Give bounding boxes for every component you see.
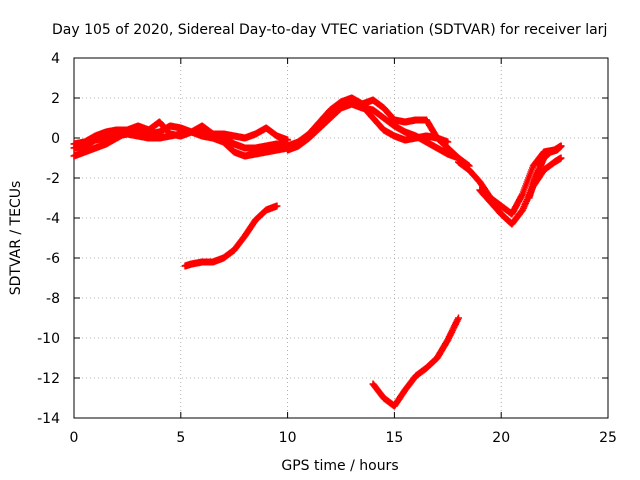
- y-tick-label: -6: [46, 251, 60, 267]
- chart-title: Day 105 of 2020, Sidereal Day-to-day VTE…: [52, 22, 607, 38]
- y-tick-label: 4: [51, 51, 60, 67]
- data-point: [557, 142, 565, 150]
- x-axis-label: GPS time / hours: [281, 458, 398, 474]
- data-point: [454, 314, 462, 322]
- data-point: [557, 154, 565, 162]
- y-tick-label: -2: [46, 171, 60, 187]
- axis-ticks: [73, 57, 609, 419]
- plot-frame: [73, 57, 609, 419]
- x-tick-labels: 0 5 10 15 20 25: [70, 430, 617, 446]
- data-points: [70, 94, 565, 410]
- y-tick-labels: -14 -12 -10 -8 -6 -4 -2 0 2 4: [37, 51, 60, 427]
- y-tick-label: -14: [37, 411, 60, 427]
- data-point: [444, 138, 452, 146]
- y-tick-label: -4: [46, 211, 60, 227]
- x-tick-label: 5: [176, 430, 185, 446]
- x-tick-label: 20: [492, 430, 510, 446]
- data-point: [273, 202, 281, 210]
- x-tick-label: 0: [70, 430, 79, 446]
- y-tick-label: -10: [37, 331, 60, 347]
- x-tick-label: 15: [385, 430, 403, 446]
- y-tick-label: 2: [51, 91, 60, 107]
- y-axis-label: SDTVAR / TECUs: [8, 181, 24, 296]
- y-tick-label: -8: [46, 291, 60, 307]
- y-tick-label: 0: [51, 131, 60, 147]
- x-tick-label: 10: [279, 430, 297, 446]
- x-tick-label: 25: [599, 430, 617, 446]
- y-tick-label: -12: [37, 371, 60, 387]
